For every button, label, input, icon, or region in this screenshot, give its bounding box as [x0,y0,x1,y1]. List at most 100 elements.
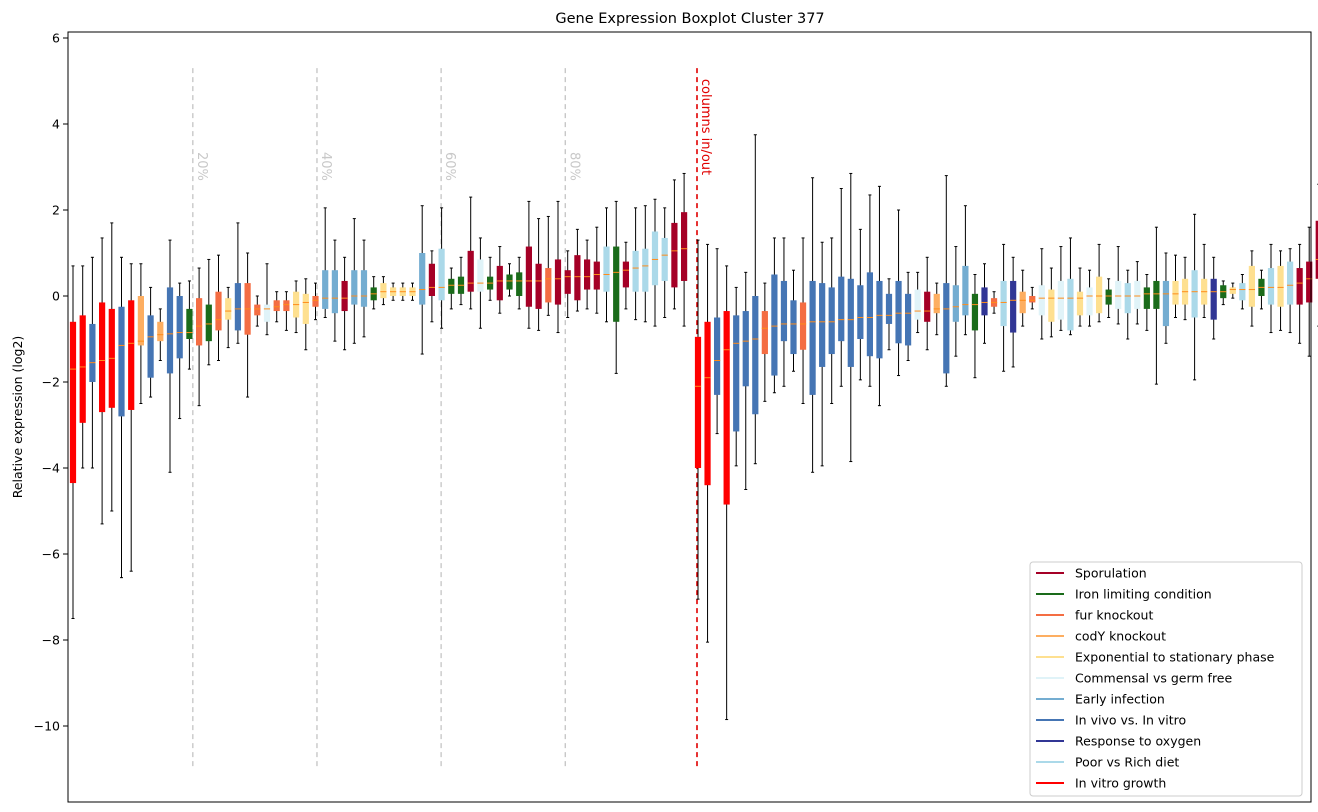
box-body [622,261,629,288]
box [914,271,921,334]
box [351,218,358,344]
box [924,256,931,351]
box [603,207,610,323]
marker-label: columns in/out [698,79,713,175]
box [1277,250,1284,331]
legend-entry: Poor vs Rich diet [1036,755,1179,770]
box [1086,269,1093,327]
box-body [981,287,988,316]
box-body [1029,296,1036,303]
box-body [1287,261,1294,305]
box-body [584,259,591,290]
box-body [215,291,222,331]
box [399,282,406,301]
box [1248,250,1255,327]
legend-entry: Response to oxygen [1036,734,1201,749]
box-body [681,212,688,281]
box [108,222,115,512]
box-body [962,265,969,316]
box [838,188,845,387]
box [89,256,96,469]
box [1258,269,1265,310]
box-body [254,304,261,316]
legend-label: Exponential to stationary phase [1075,650,1275,665]
box [866,194,873,387]
box-body [671,222,678,288]
box [1172,254,1179,318]
box [254,295,261,327]
box-series [69,134,1318,721]
box [79,265,86,469]
box-body [661,237,668,281]
plot-frame [67,31,1312,803]
box [99,237,106,525]
box-body [331,270,338,314]
box [799,237,807,404]
box [1296,243,1303,344]
box-body [225,298,232,320]
box-body [771,274,778,376]
box [157,308,164,361]
box [176,282,183,420]
box [186,280,193,370]
box-body [428,263,435,296]
box [574,228,581,312]
box-body [593,261,600,290]
box-body [166,287,174,374]
box-body [1229,287,1236,294]
box [790,269,797,372]
legend-entry: In vitro growth [1036,776,1166,791]
y-axis: 6 4 2 0 −2 −4 −6 −8 −10 [34,31,68,734]
box [895,209,902,377]
box [681,172,688,327]
marker-label: 20% [194,152,209,181]
box [651,198,659,327]
box-body [1134,280,1141,309]
box [971,274,979,379]
box [671,179,678,310]
box-body [554,259,562,305]
box-body [341,280,348,312]
box-body [380,283,387,299]
box-body [1067,278,1074,331]
box [438,207,445,329]
box [545,215,552,316]
marker-label: 40% [318,152,333,181]
box [1019,269,1026,327]
box-body [574,255,581,301]
box-body [714,317,721,395]
legend-label: fur knockout [1075,608,1153,623]
box [302,278,309,351]
legend-label: In vivo vs. In vitro [1075,713,1186,728]
box-body [876,280,883,359]
legend-entry: Sporulation [1036,566,1147,581]
y-tick-label: 2 [52,203,60,218]
box-body [1296,268,1303,305]
box-body [733,315,740,432]
box [360,239,368,338]
box [554,200,562,334]
box-body [704,321,711,486]
box-body [564,270,571,294]
legend-label: Iron limiting condition [1075,587,1212,602]
box [293,280,300,334]
box [341,256,348,351]
box [694,239,702,600]
box [419,205,426,355]
legend-label: Poor vs Rich diet [1075,755,1179,770]
box [409,282,416,301]
box-body [118,306,125,417]
box [1067,237,1074,336]
box-body [1210,278,1217,320]
box-body [322,270,329,309]
box [1210,256,1217,340]
box-body [147,315,154,378]
box [752,134,759,465]
box-body [496,265,503,301]
box [1162,252,1170,344]
box-body [694,336,702,468]
box [1105,278,1112,318]
box [1000,243,1007,372]
box-body [1315,220,1318,279]
marker-label: 80% [566,152,581,181]
